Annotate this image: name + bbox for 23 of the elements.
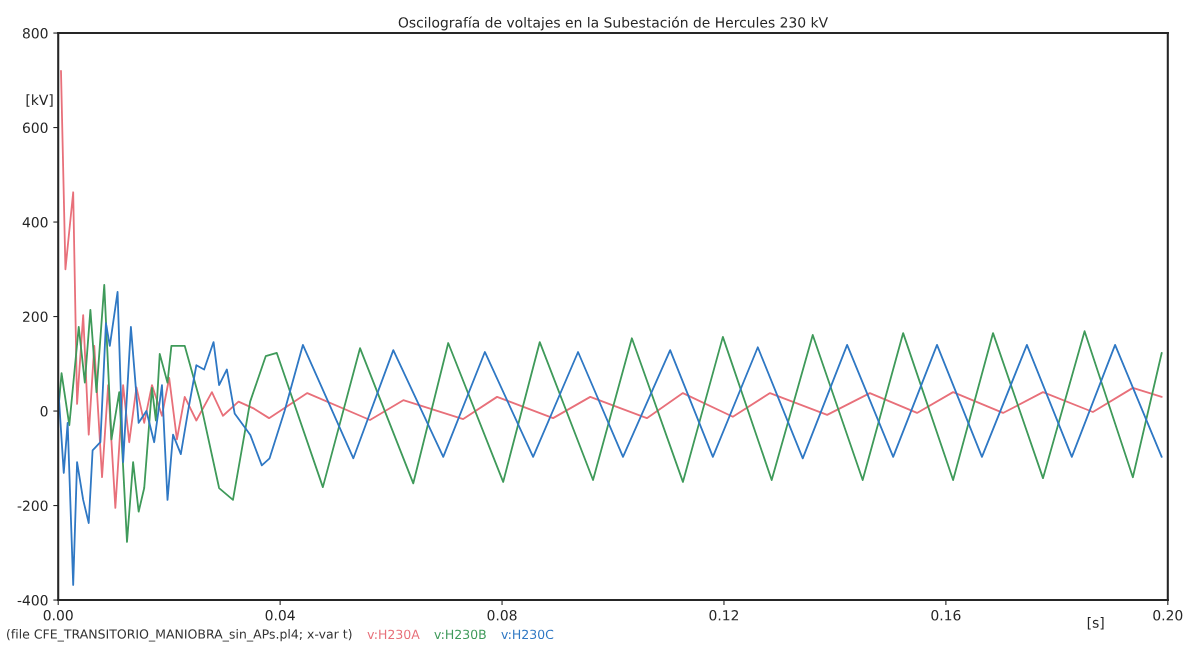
y-tick-label: -400: [17, 595, 48, 606]
y-tick-label: 400: [22, 217, 48, 228]
text: v:H230A: [367, 629, 420, 640]
chart-title: Oscilografía de voltajes en la Subestación de Hercules 230 kV: [398, 16, 828, 31]
y-axis-title: [kV]: [26, 94, 53, 107]
x-tick-label: 0.04: [265, 610, 295, 621]
y-tick-label: 600: [22, 122, 48, 134]
y-tick-label: 800: [22, 28, 48, 39]
text: v:H230C: [501, 629, 554, 640]
line-series: [58, 291, 1163, 586]
x-tick-label: 0.08: [487, 610, 517, 621]
x-axis-title: [s]: [1087, 617, 1104, 630]
y-tick-label: -200: [17, 500, 48, 512]
text: v:H230B: [434, 629, 486, 640]
x-tick-label: 0.12: [709, 610, 739, 621]
y-tick-label: 0: [40, 406, 48, 417]
y-tick-label: 200: [23, 311, 48, 323]
text: (file CFE_TRANSITORIO_MANIOBRA_sin_APs.pl4; x-var t): [7, 629, 352, 642]
x-tick-label: 0.00: [43, 610, 73, 621]
x-tick-label: 0.20: [1153, 610, 1183, 621]
line-series: [60, 69, 1163, 509]
x-tick-label: 0.16: [931, 610, 961, 621]
line-series: [58, 283, 1163, 543]
